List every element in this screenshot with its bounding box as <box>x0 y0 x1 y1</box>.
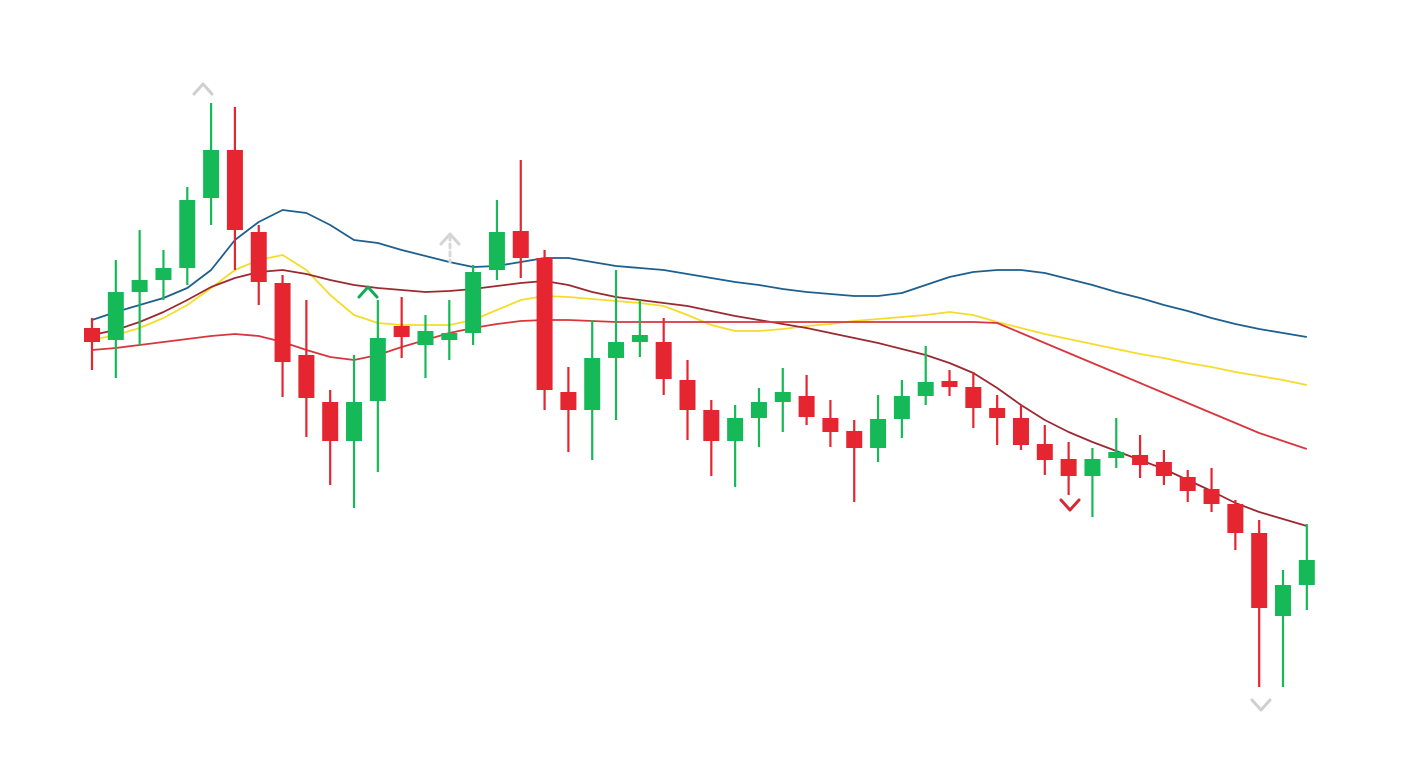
candle-body <box>870 419 887 448</box>
candle-body <box>774 392 791 402</box>
candle-body <box>798 396 815 417</box>
candle-body <box>1298 560 1315 585</box>
ma-line <box>91 209 1307 338</box>
candle-body <box>655 342 672 379</box>
candle-body <box>941 381 958 387</box>
candle-body <box>560 392 577 410</box>
candle-body <box>1036 444 1053 460</box>
candle-body <box>679 380 696 410</box>
candle-body <box>917 382 934 396</box>
candle-body <box>1275 585 1291 616</box>
candle-body <box>965 387 982 408</box>
candle-body <box>893 396 910 419</box>
ma-line <box>91 269 1308 527</box>
candle-body <box>226 150 243 230</box>
candle-body <box>203 150 220 198</box>
candle-body <box>393 326 410 337</box>
ma-line <box>91 319 1308 450</box>
candle-body <box>417 331 434 345</box>
candle-body <box>584 358 601 410</box>
candle-body <box>322 402 339 441</box>
candle-body <box>274 283 291 362</box>
candle-body <box>1155 462 1172 476</box>
candle-body <box>465 272 482 333</box>
candle-body <box>488 232 505 270</box>
candle-body <box>536 258 553 390</box>
candle-body <box>727 418 744 441</box>
candle-body <box>1132 455 1149 465</box>
candle-body <box>1179 477 1196 491</box>
candle-body <box>84 328 100 342</box>
candles <box>84 103 1315 687</box>
candle-body <box>131 280 148 292</box>
candle-body <box>631 335 648 342</box>
candle-body <box>608 342 625 358</box>
candle-body <box>846 431 863 448</box>
candle-body <box>107 292 124 340</box>
ma-line <box>91 254 1307 386</box>
candle-body <box>179 200 196 268</box>
candle-body <box>346 402 363 441</box>
candle-body <box>703 410 720 441</box>
candle-body <box>989 408 1006 418</box>
down-arrow <box>1059 498 1081 512</box>
signal-markers <box>192 82 1272 712</box>
candle-body <box>750 402 767 418</box>
down-arrow <box>1250 698 1272 712</box>
candle-body <box>1012 418 1029 445</box>
candle-body <box>1108 452 1125 458</box>
candle-body <box>298 355 315 398</box>
candle-body <box>822 418 839 432</box>
candle-body <box>441 333 458 340</box>
candle-body <box>369 338 386 401</box>
candle-body <box>1084 459 1101 476</box>
candle-body <box>250 232 267 282</box>
candle-body <box>155 268 172 280</box>
up-arrow <box>439 232 461 246</box>
up-arrow <box>192 82 214 96</box>
candle-body <box>1227 504 1244 533</box>
candle-body <box>1251 533 1268 608</box>
up-arrow <box>357 285 379 299</box>
candle-body <box>1203 489 1220 504</box>
candle-body <box>1060 459 1077 476</box>
candle-body <box>512 231 529 258</box>
moving-averages <box>91 209 1308 527</box>
